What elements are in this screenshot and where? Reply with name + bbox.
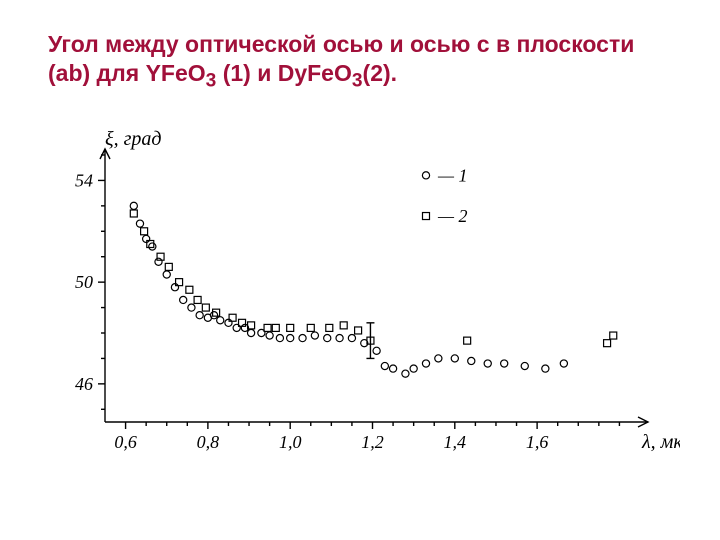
svg-text:— 1: — 1	[437, 165, 468, 185]
svg-text:1,0: 1,0	[279, 432, 302, 452]
svg-text:λ, мкм: λ, мкм	[641, 431, 680, 453]
scatter-chart: 46 50 54 0,6 0,8 1,0 1,2 1,4 1,6 ξ, град λ, мкм — 1…	[40, 130, 680, 470]
svg-text:0,6: 0,6	[114, 432, 137, 452]
svg-text:50: 50	[75, 272, 93, 292]
svg-text:1,2: 1,2	[361, 432, 384, 452]
svg-text:1,4: 1,4	[444, 432, 467, 452]
svg-text:— 2: — 2	[437, 206, 468, 226]
svg-text:ξ, град: ξ, град	[105, 130, 161, 150]
figure-title: Угол между оптической осью и осью с в пл…	[48, 30, 668, 93]
svg-text:54: 54	[75, 170, 93, 190]
chart-svg: 46 50 54 0,6 0,8 1,0 1,2 1,4 1,6 ξ, град λ, мкм — 1…	[40, 130, 680, 470]
svg-text:1,6: 1,6	[526, 432, 549, 452]
svg-text:0,8: 0,8	[197, 432, 220, 452]
svg-text:46: 46	[75, 374, 93, 394]
